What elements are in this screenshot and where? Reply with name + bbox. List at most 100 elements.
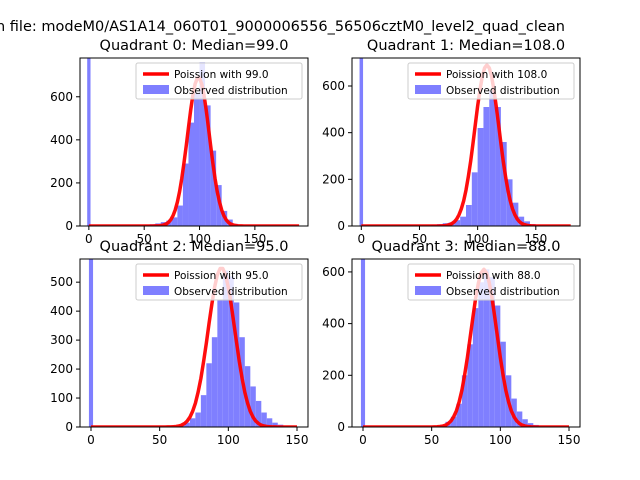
quadrant-0-ytick-label-1: 200 <box>50 176 73 190</box>
quadrant-3-bar-14 <box>516 411 523 427</box>
quadrant-0-bar-12 <box>210 150 217 226</box>
quadrant-1-bar-6 <box>466 205 472 226</box>
quadrant-1-xtick-label-1: 50 <box>412 232 427 246</box>
quadrant-0-bar-9 <box>194 92 200 226</box>
quadrant-0-ytick-label-0: 0 <box>65 219 73 233</box>
quadrant-1-ytick-label-1: 200 <box>322 172 345 186</box>
quadrant-2-legend-observed-label: Observed distribution <box>174 286 288 298</box>
quadrant-1-ytick-label-3: 600 <box>322 79 345 93</box>
quadrant-0-bar-11 <box>205 105 211 226</box>
quadrant-1-bar-10 <box>489 90 496 226</box>
quadrant-0-zero-bin <box>87 58 91 226</box>
quadrant-2-bar-17 <box>272 422 278 427</box>
quadrant-2-legend-box <box>135 263 303 301</box>
quadrant-0-bar-10 <box>199 62 206 226</box>
quadrant-3-legend-observed-label: Observed distribution <box>446 286 560 298</box>
quadrant-1-xtick-label-3: 150 <box>524 232 547 246</box>
quadrant-2-bar-10 <box>233 302 240 427</box>
quadrant-3-bar-8 <box>483 269 490 427</box>
quadrant-2-zero-bin <box>88 259 94 427</box>
quadrant-0-legend-box <box>135 62 303 100</box>
quadrant-2-bar-14 <box>255 400 262 427</box>
quadrant-1-bar-8 <box>477 128 484 226</box>
quadrant-1-bar-4 <box>454 220 461 226</box>
quadrant-1-legend-box <box>407 62 575 100</box>
quadrant-3-title: Quadrant 3: Median=88.0 <box>372 239 561 255</box>
quadrant-1-title: Quadrant 1: Median=108.0 <box>367 38 565 54</box>
quadrant-2-plot-area <box>88 259 297 427</box>
quadrant-1-legend: Poission with 108.0 Observed distribution <box>407 62 575 100</box>
quadrant-0-xtick-label-3: 150 <box>243 232 266 246</box>
quadrant-2-bar-7 <box>217 299 223 427</box>
quadrant-2-bar-8 <box>222 270 229 427</box>
quadrant-2-legend-observed-swatch <box>143 286 169 295</box>
quadrant-3-legend-poisson-label: Poission with 88.0 <box>446 270 541 282</box>
quadrant-2-legend-poisson-label: Poission with 95.0 <box>174 270 269 282</box>
quadrant-2-bar-13 <box>250 386 256 427</box>
quadrant-1-bar-12 <box>500 142 507 226</box>
quadrant-0-title: Quadrant 0: Median=99.0 <box>100 38 289 54</box>
quadrant-0-legend-poisson-label: Poission with 99.0 <box>174 69 269 81</box>
quadrant-3-plot-area <box>360 259 569 427</box>
quadrant-3-xtick-label-0: 0 <box>359 433 367 447</box>
quadrant-2-xtick-label-3: 150 <box>286 433 309 447</box>
quadrant-2-bar-9 <box>228 276 234 427</box>
quadrant-0-chart: 0 50 100 150 0 200 400 600 Quadrant 0: Median=99… <box>50 38 309 246</box>
quadrant-2-ytick-label-2: 200 <box>50 362 73 376</box>
quadrant-1-axes-frame <box>351 57 581 227</box>
quadrant-3-bar-10 <box>494 305 501 427</box>
quadrant-2-ytick-label-1: 100 <box>50 391 73 405</box>
quadrant-3-xtick-label-2: 100 <box>489 433 512 447</box>
quadrant-3-legend: Poission with 88.0 Observed distribution <box>407 263 575 301</box>
quadrant-1-bar-7 <box>471 172 478 226</box>
quadrant-2-title: Quadrant 2: Median=95.0 <box>100 239 289 255</box>
quadrant-1-xtick-label-2: 100 <box>466 232 489 246</box>
quadrant-0-legend-observed-swatch <box>143 85 169 94</box>
quadrant-0-xtick-label-1: 50 <box>137 232 152 246</box>
quadrant-2-ytick-label-0: 0 <box>65 420 73 434</box>
quadrant-2-chart: 0 50 100 150 0 100 200 300 400 500 Quadrant 2: Med… <box>50 239 309 447</box>
quadrant-1-ytick-label-2: 400 <box>322 126 345 140</box>
quadrant-3-ytick-label-3: 600 <box>322 265 345 279</box>
quadrant-1-legend-poisson-label: Poission with 108.0 <box>446 69 547 81</box>
quadrant-3-ytick-label-0: 0 <box>337 420 345 434</box>
suptitle: n file: modeM0/AS1A14_060T01_9000006556_… <box>0 19 565 35</box>
quadrant-2-ytick-label-3: 300 <box>50 333 73 347</box>
quadrant-3-bar-2 <box>450 416 457 427</box>
quadrant-2-xtick-label-0: 0 <box>87 433 95 447</box>
quadrant-1-bar-11 <box>495 107 501 226</box>
quadrant-2-axes-frame <box>79 258 309 428</box>
quadrant-0-bar-6 <box>177 205 183 226</box>
quadrant-2-bar-16 <box>266 418 273 427</box>
quadrant-0-bar-5 <box>171 217 178 226</box>
quadrant-0-bar-7 <box>182 163 189 226</box>
quadrant-3-xtick-label-1: 50 <box>424 433 439 447</box>
quadrant-3-bar-6 <box>472 308 479 427</box>
quadrant-3-chart: 0 50 100 150 0 200 400 600 Quadrant 3: Median=88… <box>322 239 581 447</box>
quadrant-0-bar-8 <box>188 122 194 226</box>
quadrant-3-xtick-label-3: 150 <box>558 433 581 447</box>
quadrant-3-bar-4 <box>461 375 468 427</box>
quadrant-3-bar-15 <box>522 419 528 427</box>
quadrant-2-bar-6 <box>211 337 218 427</box>
quadrant-3-axes-frame <box>351 258 581 428</box>
quadrant-1-legend-observed-swatch <box>415 85 441 94</box>
quadrant-1-bar-9 <box>483 107 490 226</box>
quadrant-0-xtick-label-2: 100 <box>188 232 211 246</box>
quadrant-2-bar-2 <box>189 418 196 427</box>
quadrant-2-ytick-label-5: 500 <box>50 275 73 289</box>
quadrant-2-bar-15 <box>261 412 267 427</box>
quadrant-2-ytick-label-4: 400 <box>50 304 73 318</box>
quadrant-3-bar-5 <box>467 344 473 427</box>
quadrant-2-xtick-label-2: 100 <box>217 433 240 447</box>
quadrant-3-legend-observed-swatch <box>415 286 441 295</box>
quadrant-2-bar-3 <box>195 412 201 427</box>
quadrant-1-bar-5 <box>460 216 466 226</box>
quadrant-0-legend: Poission with 99.0 Observed distribution <box>135 62 303 100</box>
quadrant-0-ytick-label-3: 600 <box>50 90 73 104</box>
quadrant-2-bar-5 <box>206 363 212 427</box>
quadrant-2-legend: Poission with 95.0 Observed distribution <box>135 263 303 301</box>
quadrant-1-ytick-label-0: 0 <box>337 219 345 233</box>
quadrant-3-legend-box <box>407 263 575 301</box>
quadrant-3-bar-3 <box>456 403 462 427</box>
